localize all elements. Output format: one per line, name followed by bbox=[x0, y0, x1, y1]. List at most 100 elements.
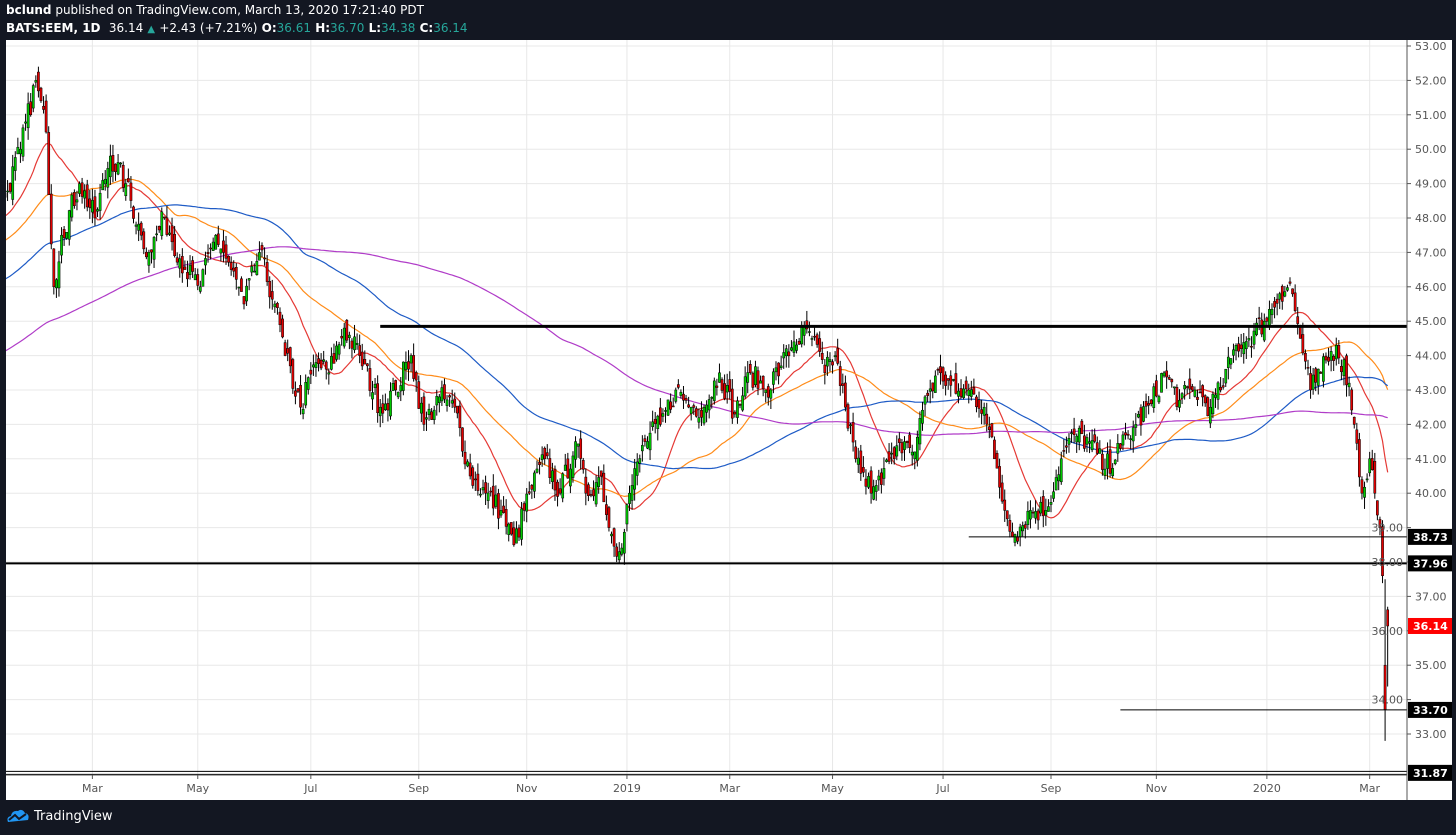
time-tick-label: Mar bbox=[719, 782, 740, 795]
candle-down bbox=[1237, 343, 1240, 352]
candle-down bbox=[836, 348, 840, 364]
candle-down bbox=[1175, 387, 1179, 407]
candle-up bbox=[520, 508, 523, 540]
candle-up bbox=[792, 341, 796, 353]
candle-down bbox=[659, 407, 662, 425]
candle-up bbox=[741, 395, 744, 411]
candle-up bbox=[1134, 424, 1138, 428]
price-tick-label: 47.00 bbox=[1415, 246, 1447, 259]
candle-down bbox=[805, 320, 809, 330]
candle-down bbox=[900, 442, 904, 454]
candle-up bbox=[245, 285, 248, 302]
candle-down bbox=[414, 372, 418, 381]
candle-up bbox=[119, 162, 123, 165]
candle-down bbox=[1324, 355, 1328, 361]
candle-down bbox=[1190, 386, 1194, 391]
price-tick-label: 44.00 bbox=[1415, 350, 1447, 363]
candle-down bbox=[229, 262, 233, 270]
candle-up bbox=[1216, 382, 1220, 400]
candle-down bbox=[216, 233, 220, 245]
candle-up bbox=[712, 380, 716, 401]
candle-up bbox=[895, 445, 899, 457]
candle-down bbox=[358, 345, 362, 356]
candle-up bbox=[856, 457, 860, 465]
plot-area bbox=[6, 66, 1390, 741]
candle-down bbox=[1381, 526, 1384, 577]
candle-up bbox=[872, 486, 876, 500]
candle-up bbox=[1226, 356, 1230, 368]
candle-up bbox=[913, 451, 917, 460]
time-tick-label: Jul bbox=[935, 782, 949, 795]
candle-down bbox=[504, 509, 508, 527]
candle-down bbox=[584, 476, 588, 494]
candle-down bbox=[366, 363, 369, 367]
candle-up bbox=[551, 470, 554, 482]
candle-down bbox=[1293, 292, 1297, 312]
time-tick-label: May bbox=[821, 782, 844, 795]
candle-down bbox=[234, 266, 238, 280]
candle-up bbox=[754, 366, 757, 385]
candle-up bbox=[399, 385, 403, 392]
candle-down bbox=[862, 467, 865, 473]
time-tick-label: Mar bbox=[82, 782, 103, 795]
candle-up bbox=[874, 485, 878, 492]
candle-up bbox=[11, 166, 15, 200]
candle-down bbox=[1304, 352, 1307, 362]
candle-down bbox=[1108, 449, 1112, 474]
candle-down bbox=[1370, 458, 1374, 470]
candle-up bbox=[666, 399, 670, 416]
candle-up bbox=[1283, 291, 1287, 297]
candle-down bbox=[797, 340, 801, 345]
candle-up bbox=[646, 441, 649, 449]
candle-down bbox=[687, 404, 690, 408]
candle-up bbox=[353, 336, 356, 351]
brand-label: TradingView bbox=[34, 808, 113, 824]
candle-up bbox=[1178, 400, 1181, 408]
candle-down bbox=[1093, 434, 1097, 442]
candle-down bbox=[288, 347, 292, 367]
candle-down bbox=[987, 426, 991, 431]
price-tick-label: 45.00 bbox=[1415, 315, 1447, 328]
ma-line-50 bbox=[6, 178, 1389, 498]
candle-down bbox=[676, 384, 680, 388]
price-tick-label: 51.00 bbox=[1415, 109, 1447, 122]
publisher-name: bclund bbox=[6, 3, 52, 17]
candle-down bbox=[579, 438, 583, 459]
candle-up bbox=[273, 303, 277, 308]
candle-up bbox=[301, 409, 305, 415]
candle-down bbox=[127, 178, 130, 183]
candle-down bbox=[1314, 368, 1318, 383]
candle-up bbox=[1088, 441, 1091, 444]
candle-down bbox=[1373, 460, 1377, 494]
candle-up bbox=[1029, 510, 1032, 520]
candle-down bbox=[114, 163, 117, 173]
candle-up bbox=[1180, 393, 1184, 399]
candle-down bbox=[129, 182, 133, 201]
candle-down bbox=[180, 256, 184, 274]
candle-down bbox=[1376, 500, 1379, 516]
up-arrow-icon: ▲ bbox=[147, 24, 156, 35]
candle-up bbox=[610, 533, 613, 537]
candle-down bbox=[995, 453, 999, 469]
candle-down bbox=[278, 311, 282, 326]
candle-down bbox=[1306, 367, 1310, 369]
publish-info: bclund published on TradingView.com, Mar… bbox=[6, 3, 424, 17]
candle-down bbox=[332, 353, 336, 364]
candle-up bbox=[849, 424, 852, 426]
price-label-bg bbox=[1408, 528, 1452, 545]
candle-down bbox=[545, 452, 549, 457]
candle-down bbox=[838, 366, 842, 386]
candle-down bbox=[1265, 317, 1269, 322]
candle-up bbox=[13, 157, 17, 171]
candle-down bbox=[1155, 380, 1158, 397]
tradingview-logo[interactable]: TradingView bbox=[6, 808, 113, 824]
price-tick-label: 35.00 bbox=[1415, 659, 1447, 672]
candle-up bbox=[1049, 502, 1053, 505]
candle-up bbox=[355, 343, 359, 345]
candle-down bbox=[1239, 344, 1243, 349]
candle-down bbox=[1011, 531, 1014, 538]
candle-down bbox=[240, 278, 243, 292]
candle-up bbox=[371, 392, 374, 400]
candle-up bbox=[628, 492, 631, 504]
